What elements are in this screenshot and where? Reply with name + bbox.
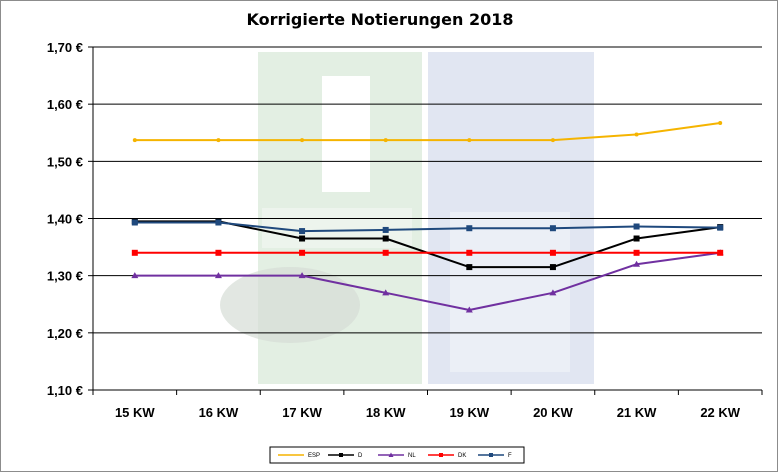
- data-point: [550, 138, 555, 143]
- legend-item-dk: DK: [428, 453, 466, 459]
- data-point: [466, 249, 473, 256]
- data-point: [466, 225, 473, 232]
- legend-swatch-marker: [489, 453, 493, 457]
- watermark-letter-n: [450, 212, 570, 372]
- data-point: [633, 223, 640, 230]
- series-layer: [131, 121, 724, 313]
- legend-label: ESP: [308, 453, 320, 459]
- y-tick-label: 1,30 €: [47, 269, 83, 284]
- gridlines: [93, 46, 762, 334]
- series-line: [134, 221, 721, 233]
- y-tick-label: 1,70 €: [47, 40, 83, 55]
- legend-item-d: D: [328, 453, 363, 459]
- data-point: [131, 219, 138, 226]
- data-point: [299, 228, 306, 235]
- data-point: [549, 289, 557, 296]
- legend-item-f: F: [478, 453, 512, 459]
- data-point: [465, 306, 473, 313]
- legend-label: D: [358, 453, 363, 459]
- data-point: [549, 264, 556, 271]
- data-point: [131, 249, 138, 256]
- x-tick-label: 19 KW: [449, 405, 489, 420]
- data-point: [214, 272, 222, 279]
- data-point: [382, 235, 389, 242]
- data-point: [717, 224, 724, 231]
- watermark-pig-silhouette: [220, 267, 360, 343]
- series-line: [134, 251, 721, 311]
- data-point: [382, 249, 389, 256]
- data-point: [382, 226, 389, 233]
- y-tick-label: 1,20 €: [47, 326, 83, 341]
- data-point: [299, 249, 306, 256]
- data-point: [466, 264, 473, 271]
- series-line: [134, 122, 721, 142]
- x-tick-label: 20 KW: [533, 405, 573, 420]
- x-tick-label: 15 KW: [115, 405, 155, 420]
- data-point: [383, 138, 388, 143]
- series-dk: [131, 249, 724, 256]
- data-point: [717, 249, 724, 256]
- data-point: [549, 249, 556, 256]
- x-tick-label: 16 KW: [199, 405, 239, 420]
- x-tick-label: 18 KW: [366, 405, 406, 420]
- data-point: [718, 121, 723, 126]
- data-point: [215, 249, 222, 256]
- data-point: [633, 260, 641, 267]
- legend-label: F: [508, 453, 512, 459]
- legend-item-nl: NL: [378, 452, 416, 459]
- legend: ESP D NL DK F: [269, 446, 525, 464]
- data-point: [216, 138, 221, 143]
- data-point: [300, 138, 305, 143]
- legend-item-esp: ESP: [278, 453, 320, 459]
- watermark-letter-i: [322, 76, 370, 192]
- data-point: [132, 138, 137, 143]
- x-tick-label: 21 KW: [617, 405, 657, 420]
- x-tick-label: 17 KW: [282, 405, 322, 420]
- data-point: [634, 132, 639, 137]
- data-point: [298, 272, 306, 279]
- watermark-letter-s: [262, 208, 412, 248]
- y-tick-label: 1,40 €: [47, 212, 83, 227]
- chart-title: Korrigierte Notierungen 2018: [247, 10, 514, 29]
- y-tick-label: 1,10 €: [47, 383, 83, 398]
- series-esp: [132, 121, 723, 143]
- x-tick-label: 22 KW: [700, 405, 740, 420]
- y-tick-label: 1,50 €: [47, 154, 83, 169]
- data-point: [633, 249, 640, 256]
- data-point: [467, 138, 472, 143]
- axes: 1,10 € 1,20 € 1,30 € 1,40 € 1,50 € 1,60 € 1,70…: [47, 40, 763, 420]
- y-tick-label: 1,60 €: [47, 97, 83, 112]
- data-point: [215, 219, 222, 226]
- legend-swatch-marker: [439, 453, 443, 457]
- data-point: [299, 235, 306, 242]
- legend-label: DK: [458, 453, 466, 459]
- legend-swatch-marker: [339, 453, 343, 457]
- legend-label: NL: [408, 453, 416, 459]
- data-point: [382, 289, 390, 296]
- data-point: [131, 272, 139, 279]
- series-f: [131, 219, 724, 235]
- data-point: [549, 225, 556, 232]
- data-point: [633, 235, 640, 242]
- legend-swatch-marker: [388, 452, 394, 457]
